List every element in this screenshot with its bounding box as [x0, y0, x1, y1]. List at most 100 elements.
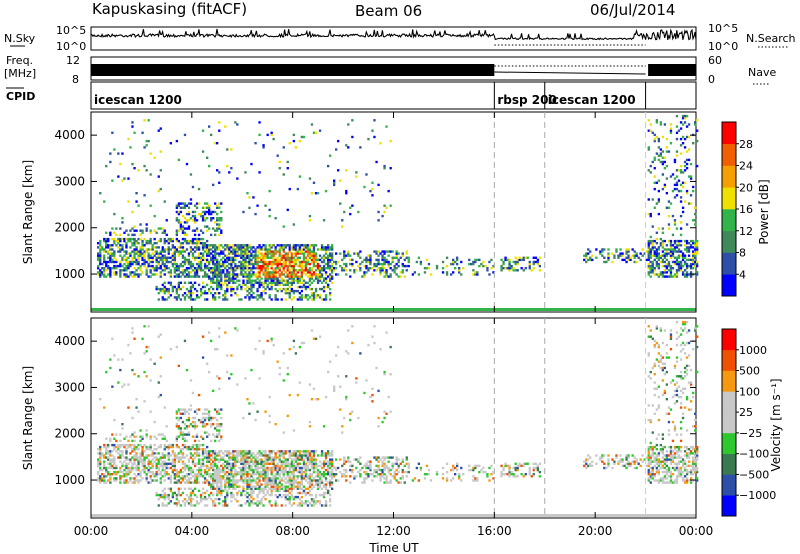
heatmap-cell [252, 402, 255, 405]
heatmap-cell [191, 504, 195, 507]
heatmap-cell [185, 221, 189, 224]
heatmap-cell [203, 408, 207, 411]
heatmap-cell [131, 260, 134, 264]
heatmap-cell [258, 121, 261, 124]
heatmap-cell [322, 504, 326, 507]
heatmap-cell [171, 464, 175, 468]
heatmap-cell [278, 273, 281, 276]
heatmap-cell [234, 262, 237, 266]
heatmap-cell [659, 260, 663, 264]
heatmap-cell [197, 252, 201, 255]
heatmap-cell [135, 239, 138, 243]
heatmap-cell [169, 466, 173, 470]
heatmap-cell [246, 466, 249, 470]
heatmap-cell [312, 462, 316, 465]
heatmap-cell [262, 298, 265, 301]
heatmap-cell [669, 275, 673, 278]
heatmap-cell [99, 458, 102, 461]
heatmap-cell [193, 452, 197, 455]
heatmap-cell [260, 466, 263, 470]
heatmap-cell [125, 246, 128, 249]
heatmap-cell [167, 239, 170, 243]
heatmap-cell [121, 152, 124, 155]
heatmap-cell [270, 473, 273, 476]
heatmap-cell [210, 487, 213, 490]
heatmap-cell [274, 283, 277, 287]
heatmap-cell [183, 233, 187, 237]
heatmap-cell [262, 248, 265, 251]
heatmap-cell [179, 468, 183, 472]
heatmap-cell [276, 483, 279, 486]
heatmap-cell [135, 273, 138, 276]
heatmap-cell [226, 248, 229, 251]
heatmap-cell [113, 354, 116, 357]
heatmap-cell [115, 244, 118, 247]
heatmap-cell [226, 269, 229, 272]
heatmap-cell [298, 260, 302, 264]
heatmap-cell [189, 404, 193, 407]
heatmap-cell [274, 489, 277, 493]
heatmap-cell [268, 500, 271, 503]
heatmap-cell [189, 262, 193, 266]
heatmap-cell [306, 456, 310, 459]
heatmap-cell [208, 483, 211, 486]
heatmap-cell [206, 458, 209, 461]
heatmap-cell [214, 296, 217, 299]
heatmap-cell [262, 473, 265, 476]
heatmap-cell [696, 250, 699, 253]
heatmap-cell [230, 269, 233, 272]
heatmap-cell [268, 208, 271, 212]
heatmap-cell [177, 489, 181, 493]
heatmap-cell [197, 489, 201, 493]
heatmap-cell [282, 470, 285, 474]
heatmap-cell [266, 269, 269, 272]
heatmap-cell [195, 289, 199, 293]
heatmap-cell [272, 275, 275, 278]
heatmap-cell [262, 144, 265, 147]
heatmap-cell [214, 435, 217, 438]
heatmap-cell [256, 495, 259, 499]
heatmap-cell [669, 129, 673, 132]
heatmap-cell [393, 269, 396, 272]
heatmap-cell [161, 256, 164, 259]
heatmap-cell [197, 475, 201, 478]
heatmap-cell [113, 466, 116, 470]
beam-title: Beam 06 [355, 2, 422, 20]
heatmap-cell [111, 458, 114, 461]
heatmap-cell [258, 260, 261, 264]
heatmap-cell [169, 487, 173, 490]
heatmap-cell [167, 456, 170, 459]
heatmap-cell [173, 267, 177, 270]
heatmap-cell [244, 452, 247, 455]
heatmap-cell [203, 498, 207, 501]
heatmap-cell [308, 279, 312, 282]
heatmap-cell [206, 225, 209, 228]
heatmap-cell [99, 468, 102, 472]
heatmap-cell [306, 477, 310, 480]
heatmap-cell [649, 129, 652, 132]
heatmap-cell [177, 452, 181, 455]
heatmap-cell [268, 477, 271, 480]
heatmap-cell [306, 244, 310, 247]
heatmap-cell [133, 225, 136, 228]
heatmap-cell [131, 227, 134, 230]
heatmap-cell [683, 160, 687, 164]
heatmap-cell [669, 269, 673, 272]
heatmap-cell [310, 277, 314, 280]
heatmap-cell [651, 262, 654, 266]
heatmap-cell [175, 468, 179, 472]
heatmap-cell [318, 335, 322, 338]
heatmap-cell [294, 262, 298, 266]
heatmap-cell [264, 262, 267, 266]
heatmap-cell [179, 206, 183, 209]
heatmap-cell [308, 248, 312, 251]
heatmap-cell [216, 169, 219, 172]
heatmap-cell [212, 485, 215, 488]
heatmap-cell [226, 275, 229, 278]
heatmap-cell [195, 239, 199, 243]
heatmap-cell [331, 252, 334, 255]
heatmap-cell [343, 210, 346, 214]
heatmap-cell [179, 448, 183, 451]
heatmap-cell [655, 250, 659, 253]
heatmap-cell [288, 244, 291, 247]
